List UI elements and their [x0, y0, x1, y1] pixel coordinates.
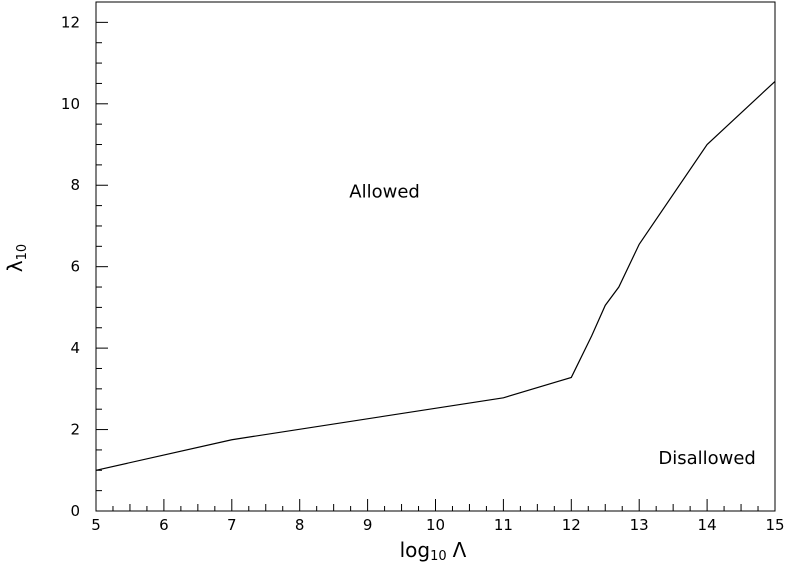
- labels: log10 Λ λ10: [3, 244, 467, 564]
- x-tick-label: 14: [698, 516, 717, 534]
- y-axis-label: λ10: [3, 244, 30, 272]
- x-tick-label: 15: [765, 516, 784, 534]
- x-tick-label: 7: [227, 516, 237, 534]
- ticks: 5 6 7 8 9 10 11 12 13 14 15 0 2 4 6 8 10 12: [61, 1, 785, 534]
- y-tick-label: 2: [70, 421, 80, 439]
- plot-frame: [95, 1, 776, 512]
- x-tick-label: 10: [426, 516, 445, 534]
- x-tick-label: 6: [159, 516, 169, 534]
- y-tick-label: 4: [70, 339, 80, 357]
- x-tick-label: 8: [295, 516, 305, 534]
- y-tick-label: 8: [70, 176, 80, 194]
- y-tick-label: 10: [61, 95, 80, 113]
- boundary-curve: [95, 80, 776, 471]
- y-tick-label: 0: [70, 502, 80, 520]
- x-tick-label: 11: [494, 516, 513, 534]
- y-tick-label: 12: [61, 13, 80, 31]
- axes: [95, 1, 776, 512]
- y-axis-label-main: λ: [3, 260, 27, 272]
- series-layer: [95, 80, 776, 471]
- y-axis-label-sub: 10: [15, 244, 30, 261]
- x-axis-label-suffix: Λ: [453, 538, 467, 562]
- annotations: Allowed Disallowed: [349, 181, 756, 469]
- x-axis-label: log10 Λ: [400, 538, 467, 564]
- annotation-allowed: Allowed: [349, 181, 420, 202]
- x-tick-label: 9: [363, 516, 373, 534]
- x-tick-label: 12: [562, 516, 581, 534]
- x-axis-label-sub: 10: [430, 549, 447, 564]
- x-tick-label: 13: [630, 516, 649, 534]
- annotation-disallowed: Disallowed: [658, 448, 756, 469]
- x-axis-label-main: log: [400, 538, 431, 562]
- x-tick-label: 5: [91, 516, 101, 534]
- y-tick-label: 6: [70, 258, 80, 276]
